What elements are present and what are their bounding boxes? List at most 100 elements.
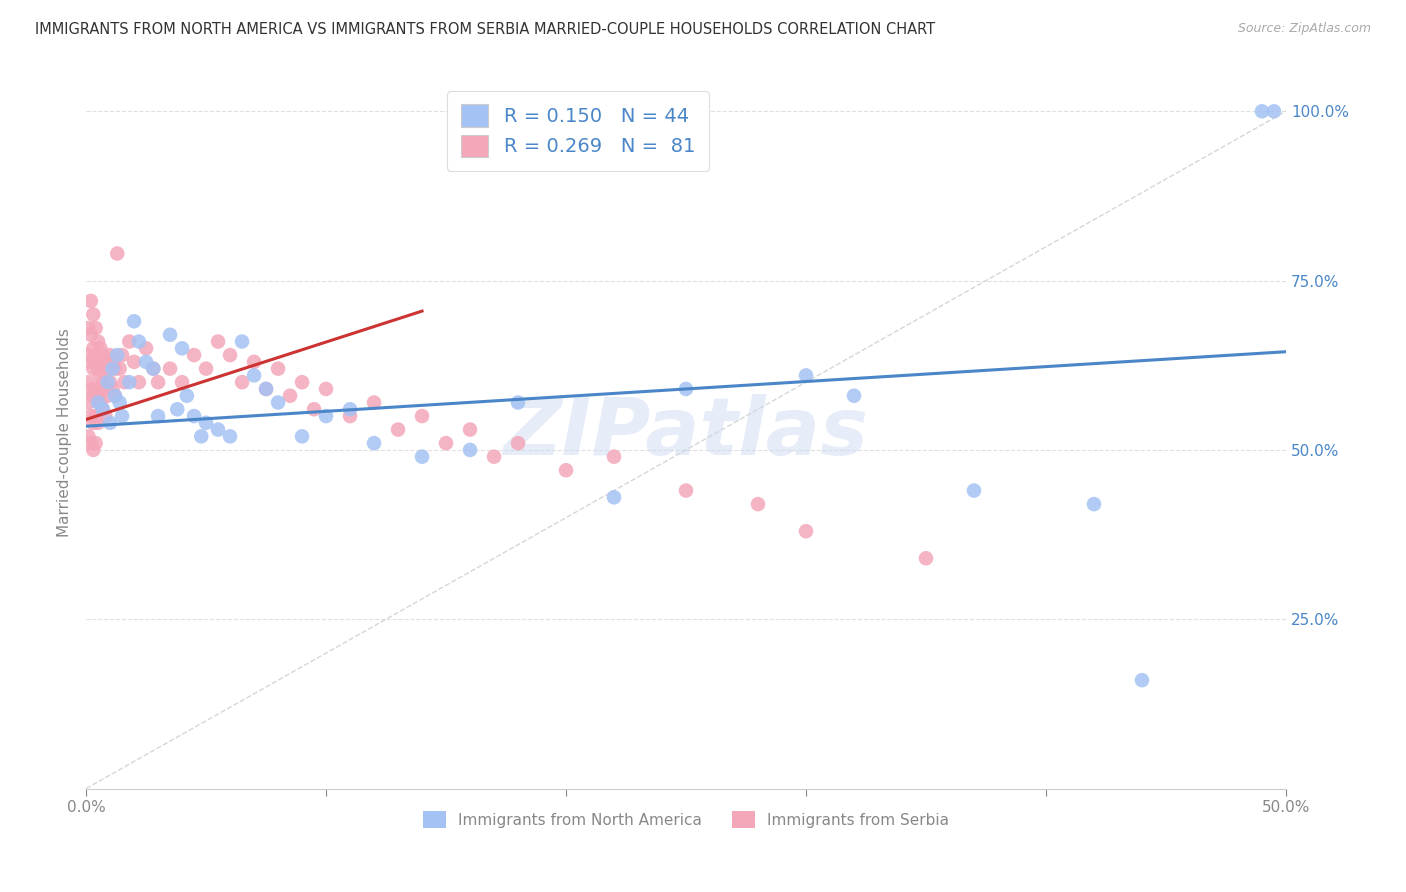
Point xyxy=(87,334,110,349)
Point xyxy=(339,402,361,417)
Point xyxy=(118,334,141,349)
Point xyxy=(77,375,100,389)
Point xyxy=(84,355,107,369)
Point xyxy=(87,361,110,376)
Point xyxy=(207,423,229,437)
Point xyxy=(231,375,253,389)
Point xyxy=(135,355,157,369)
Point xyxy=(1251,104,1274,119)
Point xyxy=(87,395,110,409)
Point xyxy=(747,497,769,511)
Point xyxy=(89,342,111,356)
Point xyxy=(77,348,100,362)
Point xyxy=(159,327,181,342)
Point xyxy=(105,348,128,362)
Y-axis label: Married-couple Households: Married-couple Households xyxy=(58,328,72,537)
Point xyxy=(97,375,120,389)
Point xyxy=(458,423,481,437)
Point xyxy=(146,409,169,423)
Point xyxy=(94,382,117,396)
Point xyxy=(82,442,104,457)
Text: IMMIGRANTS FROM NORTH AMERICA VS IMMIGRANTS FROM SERBIA MARRIED-COUPLE HOUSEHOLD: IMMIGRANTS FROM NORTH AMERICA VS IMMIGRA… xyxy=(35,22,935,37)
Point xyxy=(675,483,697,498)
Point xyxy=(363,436,385,450)
Point xyxy=(80,327,103,342)
Point xyxy=(101,382,124,396)
Point xyxy=(77,429,100,443)
Point xyxy=(363,395,385,409)
Point xyxy=(243,368,266,383)
Point xyxy=(80,382,103,396)
Point xyxy=(84,321,107,335)
Point xyxy=(77,321,100,335)
Point xyxy=(183,409,205,423)
Point xyxy=(101,355,124,369)
Point xyxy=(91,402,114,417)
Point xyxy=(91,375,114,389)
Point xyxy=(108,395,131,409)
Point xyxy=(315,382,337,396)
Point xyxy=(97,389,120,403)
Text: Source: ZipAtlas.com: Source: ZipAtlas.com xyxy=(1237,22,1371,36)
Point xyxy=(339,409,361,423)
Point xyxy=(128,334,150,349)
Point xyxy=(98,348,121,362)
Point xyxy=(108,361,131,376)
Point xyxy=(82,389,104,403)
Point xyxy=(87,416,110,430)
Point xyxy=(142,361,165,376)
Point xyxy=(89,368,111,383)
Point xyxy=(101,361,124,376)
Point xyxy=(104,361,127,376)
Point xyxy=(842,389,865,403)
Point xyxy=(387,423,409,437)
Point xyxy=(111,348,134,362)
Point xyxy=(104,389,127,403)
Point xyxy=(98,375,121,389)
Point xyxy=(195,361,218,376)
Point xyxy=(1263,104,1285,119)
Point xyxy=(80,436,103,450)
Point xyxy=(159,361,181,376)
Point xyxy=(82,342,104,356)
Point xyxy=(794,524,817,538)
Point xyxy=(176,389,198,403)
Point xyxy=(1083,497,1105,511)
Point xyxy=(291,429,314,443)
Point xyxy=(675,382,697,396)
Point xyxy=(506,436,529,450)
Point xyxy=(915,551,938,566)
Point xyxy=(195,416,218,430)
Point xyxy=(128,375,150,389)
Point xyxy=(170,342,193,356)
Text: ZIPatlas: ZIPatlas xyxy=(503,394,869,472)
Point xyxy=(482,450,505,464)
Point xyxy=(80,293,103,308)
Point xyxy=(94,355,117,369)
Point xyxy=(302,402,325,417)
Point xyxy=(84,436,107,450)
Point xyxy=(89,395,111,409)
Point xyxy=(794,368,817,383)
Point xyxy=(170,375,193,389)
Point xyxy=(94,409,117,423)
Point xyxy=(87,389,110,403)
Point xyxy=(411,450,433,464)
Point xyxy=(142,361,165,376)
Point xyxy=(254,382,277,396)
Point xyxy=(291,375,314,389)
Point xyxy=(122,314,145,328)
Point xyxy=(603,450,626,464)
Point xyxy=(122,355,145,369)
Point xyxy=(603,491,626,505)
Point xyxy=(963,483,986,498)
Point xyxy=(190,429,212,443)
Point xyxy=(458,442,481,457)
Point xyxy=(114,375,136,389)
Point xyxy=(267,395,290,409)
Point xyxy=(506,395,529,409)
Point xyxy=(97,361,120,376)
Point xyxy=(80,409,103,423)
Point xyxy=(91,348,114,362)
Point xyxy=(91,402,114,417)
